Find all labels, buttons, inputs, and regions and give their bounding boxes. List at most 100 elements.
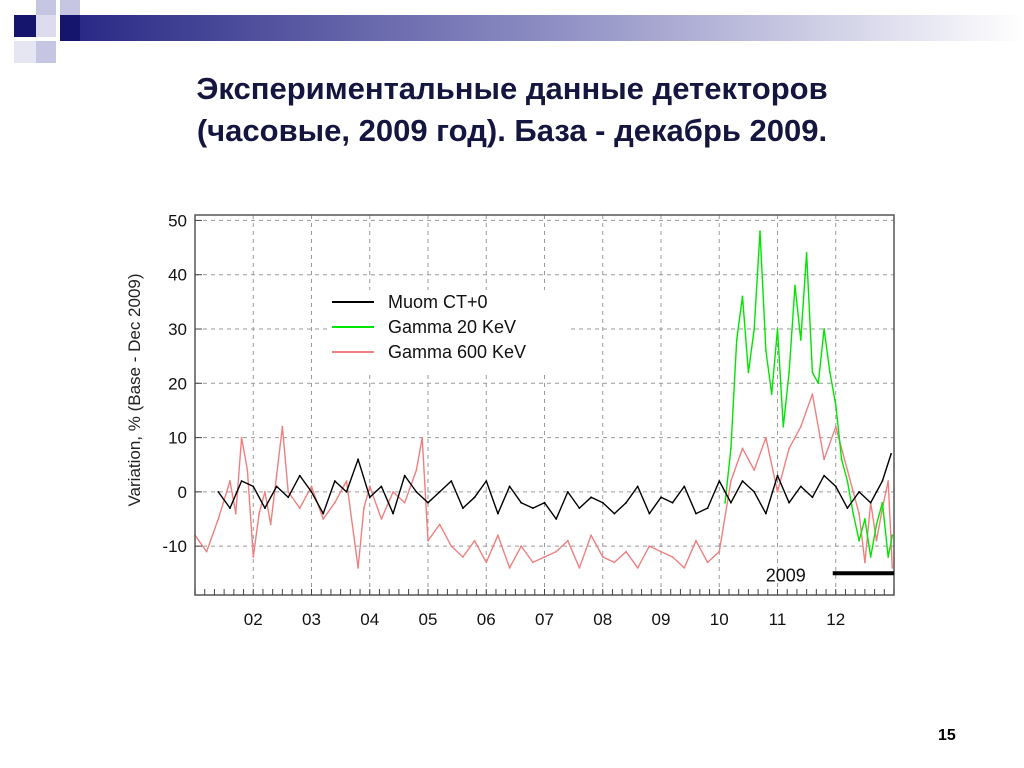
data-point [648, 512, 651, 515]
data-point [287, 496, 290, 499]
data-point [834, 425, 837, 428]
data-point [671, 501, 674, 504]
data-point [759, 230, 761, 233]
data-point [217, 518, 220, 520]
slide-title: Экспериментальные данные детекторов (час… [0, 68, 1024, 152]
data-point [695, 512, 697, 515]
data-point [578, 567, 581, 569]
data-point [811, 496, 814, 499]
data-point [252, 556, 255, 558]
data-point [864, 518, 866, 520]
data-point [520, 501, 523, 504]
x-tick-label: 11 [769, 610, 787, 629]
data-point [788, 371, 790, 374]
data-point [858, 491, 860, 493]
data-point [891, 567, 894, 569]
data-point [380, 518, 383, 520]
data-point [852, 512, 855, 515]
data-point [776, 328, 779, 330]
title-line-1: Экспериментальные данные детекторов [196, 71, 828, 106]
data-point [823, 474, 825, 477]
data-point [246, 469, 249, 471]
data-point [322, 518, 325, 520]
data-point [770, 393, 773, 395]
data-point [683, 567, 686, 569]
data-point [811, 371, 814, 374]
x-tick-label: 03 [302, 610, 321, 629]
x-tick-label: 06 [477, 610, 496, 629]
series-line-gamma-600-kev [194, 393, 893, 569]
data-point [485, 480, 488, 482]
title-line-2: (часовые, 2009 год). База - декабрь 2009… [196, 113, 828, 148]
data-point [450, 480, 453, 482]
y-tick-label: 30 [168, 320, 187, 339]
deco-square-7 [14, 41, 36, 63]
legend-label: Muom CT+0 [388, 292, 488, 312]
y-tick-label: -10 [162, 537, 187, 556]
data-point [368, 496, 371, 499]
data-point [357, 458, 359, 461]
data-point [473, 496, 476, 499]
data-point [543, 501, 546, 504]
data-point [427, 539, 429, 542]
data-point [275, 474, 278, 477]
data-point [357, 567, 359, 569]
x-axis-ticks: 02 03 04 05 06 07 08 09 10 11 12 [194, 589, 895, 629]
data-point [590, 534, 592, 537]
data-point [497, 512, 499, 515]
data-point [858, 512, 860, 515]
data-point [229, 507, 231, 509]
data-point [834, 404, 837, 406]
y-tick-label: 50 [168, 211, 187, 230]
data-point [298, 474, 301, 477]
data-point [753, 469, 756, 471]
data-point [735, 339, 738, 341]
data-point [730, 501, 732, 504]
data-point [718, 550, 721, 553]
data-point [258, 512, 260, 515]
deco-square-1 [14, 15, 36, 37]
data-point [625, 550, 627, 553]
series-line-gamma-20-kev [724, 230, 893, 558]
data-point [741, 295, 744, 298]
legend-label: Gamma 600 KeV [388, 342, 526, 362]
data-point [566, 491, 569, 493]
y-tick-label: 40 [168, 266, 187, 285]
data-point [788, 447, 790, 450]
data-point [392, 491, 394, 493]
data-point [333, 480, 336, 482]
data-point [205, 550, 208, 553]
legend-background [328, 290, 568, 372]
data-point [264, 491, 266, 493]
data-point [601, 556, 604, 558]
data-point [363, 507, 365, 509]
data-point [264, 507, 266, 509]
data-point [543, 556, 546, 558]
data-point [875, 523, 878, 526]
data-point [287, 491, 290, 493]
data-point [269, 523, 272, 526]
data-point [683, 485, 686, 488]
data-point [753, 328, 756, 330]
deco-square-4 [60, 0, 80, 15]
legend: Muom CT+0 Gamma 20 KeV Gamma 600 KeV [328, 290, 568, 372]
data-point [415, 491, 418, 493]
x-tick-label: 07 [535, 610, 554, 629]
data-point [613, 512, 616, 515]
y-axis-ticks: -10 0 10 20 30 40 50 [162, 211, 202, 556]
data-point [636, 567, 639, 569]
data-point [590, 496, 592, 499]
deco-square-5 [60, 15, 80, 41]
data-point [799, 339, 802, 341]
data-point [765, 512, 767, 515]
data-point [450, 545, 453, 547]
deco-square-3 [36, 15, 56, 37]
legend-label: Gamma 20 KeV [388, 317, 516, 337]
data-point [753, 491, 756, 493]
deco-square-6 [36, 41, 56, 63]
data-point [765, 436, 767, 439]
y-tick-label: 0 [178, 483, 187, 502]
data-point [799, 425, 802, 428]
data-point [555, 518, 558, 520]
data-point [788, 501, 790, 504]
